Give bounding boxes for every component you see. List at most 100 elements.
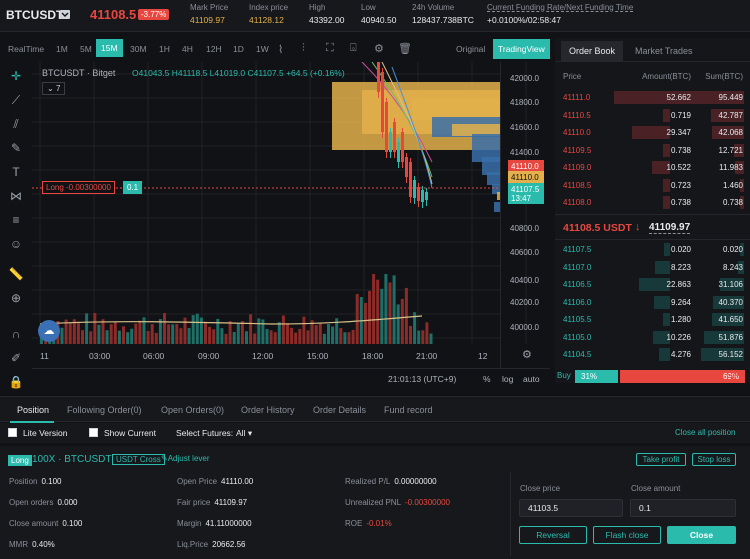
field-value: 41109.97 bbox=[214, 498, 248, 507]
ask-row[interactable]: 41110.5 0.719 42.787 bbox=[555, 107, 750, 124]
amount-depth-bar bbox=[654, 260, 670, 274]
position-line-label[interactable]: Long -0.00300000 bbox=[42, 181, 115, 194]
header-stat-label: High bbox=[309, 3, 326, 12]
chart-type-icon[interactable]: ⫶ bbox=[302, 42, 305, 54]
volume-ma-line bbox=[39, 315, 423, 325]
field-value: -0.01% bbox=[366, 519, 392, 528]
volume-bar bbox=[76, 321, 80, 344]
adjust-lever-link[interactable]: ✎Adjust lever bbox=[161, 454, 210, 463]
col-sum-header: Sum(BTC) bbox=[705, 72, 743, 81]
timeframe-15m[interactable]: 15M bbox=[96, 39, 123, 57]
sum-depth-bar bbox=[712, 295, 744, 309]
tab-order-history[interactable]: Order History bbox=[241, 405, 295, 415]
brush-icon[interactable]: ✎ bbox=[10, 141, 22, 155]
select-futures-label: Select Futures: bbox=[176, 428, 234, 438]
tab-following-order[interactable]: Following Order(0) bbox=[67, 405, 142, 415]
timeframe-1h[interactable]: 1H bbox=[159, 44, 170, 54]
time-tick: 12:00 bbox=[252, 351, 274, 361]
tab-order-details[interactable]: Order Details bbox=[313, 405, 367, 415]
magnet-icon[interactable]: ∩ bbox=[11, 327, 21, 341]
symbol-title[interactable]: BTCUSDT bbox=[6, 8, 64, 22]
tab-order-book[interactable]: Order Book bbox=[561, 41, 624, 61]
buy-percent: 31% bbox=[581, 372, 598, 381]
row-amount: 10.226 bbox=[666, 332, 691, 342]
volume-bar bbox=[113, 321, 117, 344]
camera-icon[interactable]: ⌺ bbox=[350, 42, 357, 54]
symbol-dropdown-icon[interactable] bbox=[60, 10, 70, 19]
volume-bar bbox=[396, 304, 400, 344]
trendline-icon[interactable]: ⟋ bbox=[11, 93, 21, 107]
crosshair-icon[interactable]: ✛ bbox=[10, 69, 22, 83]
ask-row[interactable]: 41110.0 29.347 42.068 bbox=[555, 124, 750, 141]
candle-body bbox=[421, 190, 424, 202]
tab-open-orders[interactable]: Open Orders(0) bbox=[161, 405, 225, 415]
volume-bar bbox=[257, 318, 261, 344]
close-all-positions-link[interactable]: Close all position bbox=[675, 428, 736, 437]
timeframe-4h[interactable]: 4H bbox=[182, 44, 193, 54]
percent-scale-toggle[interactable]: % bbox=[483, 374, 491, 384]
volume-bar bbox=[204, 321, 207, 344]
close-price-input[interactable]: 41103.5 bbox=[519, 499, 623, 517]
ask-row[interactable]: 41109.5 0.738 12.721 bbox=[555, 142, 750, 159]
bid-row[interactable]: 41105.0 10.226 51.876 bbox=[555, 329, 750, 346]
pattern-icon[interactable]: ⋈ bbox=[10, 189, 22, 203]
indicator-icon[interactable]: ⌇ bbox=[278, 44, 284, 56]
ask-row[interactable]: 41111.0 52.662 95.449 bbox=[555, 89, 750, 106]
bid-row[interactable]: 41104.5 4.276 56.152 bbox=[555, 346, 750, 363]
show-current-checkbox[interactable] bbox=[89, 428, 98, 437]
bid-row[interactable]: 41105.5 1.280 41.650 bbox=[555, 311, 750, 328]
zoom-in-icon[interactable]: ⊕ bbox=[10, 291, 22, 305]
row-amount: 0.723 bbox=[670, 180, 691, 190]
emoji-icon[interactable]: ☺ bbox=[9, 237, 23, 251]
timeframe-realtime[interactable]: RealTime bbox=[8, 44, 45, 54]
ask-row[interactable]: 41108.5 0.723 1.460 bbox=[555, 177, 750, 194]
sum-depth-bar bbox=[700, 348, 744, 361]
stop-loss-button[interactable]: Stop loss bbox=[692, 453, 736, 466]
pencil-lock-icon[interactable]: ✐ bbox=[10, 351, 22, 365]
trash-icon[interactable]: 🗑 bbox=[398, 43, 412, 55]
candle-body bbox=[389, 132, 392, 152]
timeframe-1m[interactable]: 1M bbox=[56, 44, 68, 54]
axis-settings-icon[interactable]: ⚙ bbox=[522, 349, 532, 361]
timeframe-1w[interactable]: 1W bbox=[256, 44, 269, 54]
ask-row[interactable]: 41108.0 0.738 0.738 bbox=[555, 194, 750, 211]
bid-row[interactable]: 41106.0 9.264 40.370 bbox=[555, 294, 750, 311]
settings-icon[interactable]: ⚙ bbox=[374, 43, 384, 55]
bid-row[interactable]: 41106.5 22.863 31.106 bbox=[555, 276, 750, 293]
tab-fund-record[interactable]: Fund record bbox=[384, 405, 433, 415]
flash-close-button[interactable]: Flash close bbox=[593, 526, 661, 544]
text-tool-icon[interactable]: T bbox=[12, 165, 20, 179]
log-scale-toggle[interactable]: log bbox=[502, 374, 514, 384]
pitchfork-icon[interactable]: ⫽ bbox=[13, 117, 19, 131]
original-view-button[interactable]: Original bbox=[456, 44, 486, 54]
indicator-toggle[interactable]: ⌄ 7 bbox=[42, 82, 66, 95]
auto-scale-toggle[interactable]: auto bbox=[523, 374, 540, 384]
volume-bar bbox=[409, 325, 412, 344]
tradingview-button[interactable]: TradingView bbox=[493, 39, 550, 59]
reversal-button[interactable]: Reversal bbox=[519, 526, 587, 544]
timeframe-12h[interactable]: 12H bbox=[206, 44, 222, 54]
tab-market-trades[interactable]: Market Trades bbox=[635, 46, 693, 56]
candle-countdown: 13:47 bbox=[508, 193, 544, 204]
close-position-button[interactable]: Close bbox=[667, 526, 736, 544]
timeframe-30m[interactable]: 30M bbox=[130, 44, 147, 54]
lite-version-checkbox[interactable] bbox=[8, 428, 17, 437]
timeframe-5m[interactable]: 5M bbox=[80, 44, 92, 54]
price-chart[interactable]: BTCUSDT · Bitget O41043.5 H41118.5 L4101… bbox=[32, 62, 550, 392]
volume-bar bbox=[294, 332, 298, 344]
futures-select[interactable]: All ▾ bbox=[236, 428, 252, 439]
bid-row[interactable]: 41107.5 0.020 0.020 bbox=[555, 241, 750, 258]
bid-row[interactable]: 41107.0 8.223 8.243 bbox=[555, 259, 750, 276]
close-amount-input[interactable]: 0.1 bbox=[630, 499, 736, 517]
volume-bar bbox=[339, 328, 343, 344]
lock-icon[interactable]: 🔒 bbox=[8, 375, 24, 389]
timeframe-1d[interactable]: 1D bbox=[233, 44, 244, 54]
ask-row[interactable]: 41109.0 10.522 11.983 bbox=[555, 159, 750, 176]
candlestick-canvas[interactable] bbox=[32, 62, 550, 392]
tab-position[interactable]: Position bbox=[17, 405, 50, 415]
field-value: 41.11000000 bbox=[205, 519, 252, 528]
fullscreen-icon[interactable]: ⛶ bbox=[326, 42, 334, 54]
ruler-icon[interactable]: 📏 bbox=[8, 267, 24, 281]
take-profit-button[interactable]: Take profit bbox=[636, 453, 686, 466]
fib-icon[interactable]: ≡ bbox=[12, 213, 20, 227]
